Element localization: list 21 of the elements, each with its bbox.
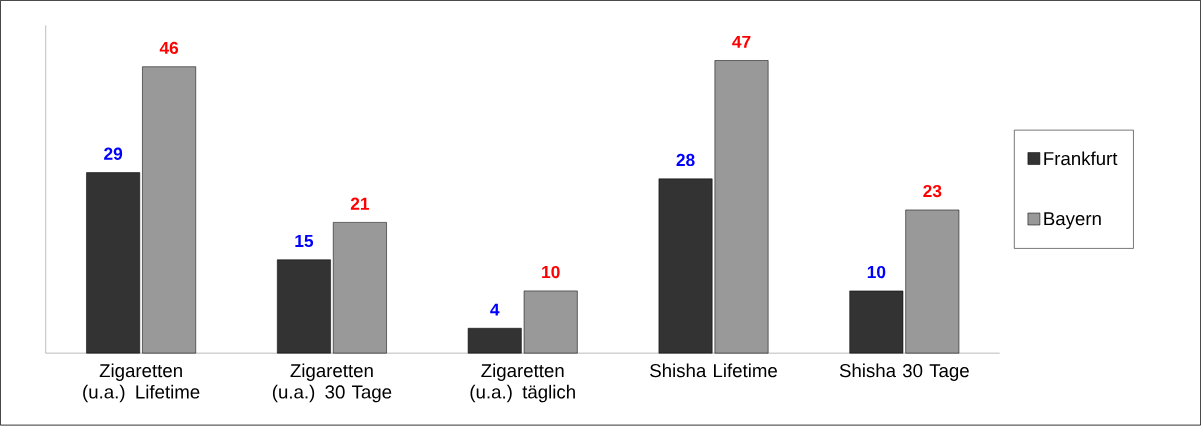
data-label: 28	[676, 154, 695, 167]
legend-label: Bayern	[1044, 212, 1101, 230]
data-label: 10	[867, 266, 886, 279]
bar	[332, 222, 387, 354]
data-label: 46	[159, 41, 179, 55]
legend-label: Frankfurt	[1044, 151, 1118, 166]
x-tick-label: Shisha 30 Tage	[839, 363, 969, 382]
bar	[277, 259, 331, 354]
bar	[86, 172, 141, 354]
x-tick-label: Zigaretten (u.a.) Lifetime	[83, 363, 200, 403]
data-label: 15	[295, 235, 314, 248]
x-tick-label: Zigaretten (u.a.) täglich	[470, 363, 575, 403]
data-label: 10	[542, 266, 560, 279]
data-label: 21	[350, 197, 370, 210]
data-label: 29	[104, 147, 123, 161]
data-label: 47	[732, 36, 751, 49]
x-tick-label: Shisha Lifetime	[650, 363, 777, 378]
bar	[142, 66, 197, 354]
data-label: 23	[923, 185, 942, 198]
data-label: 4	[490, 303, 500, 316]
x-tick-label: Zigaretten (u.a.) 30 Tage	[272, 363, 392, 403]
